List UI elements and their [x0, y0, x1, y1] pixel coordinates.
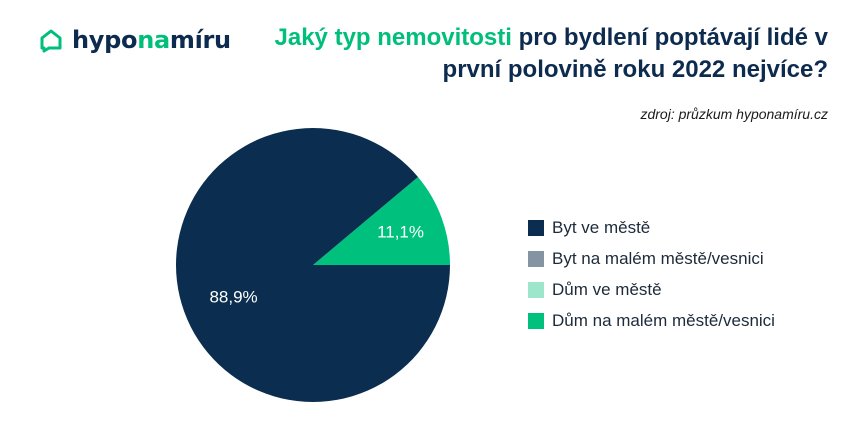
legend-swatch-0: [528, 219, 544, 236]
legend-swatch-1: [528, 250, 544, 267]
pie-slice-0: [176, 127, 450, 402]
legend-item-2: Dům ve městě: [528, 274, 775, 305]
chart-legend: Byt ve městě Byt na malém městě/vesnici Dů…: [528, 212, 775, 336]
logo-part-3: míru: [169, 26, 231, 54]
legend-item-1: Byt na malém městě/vesnici: [528, 243, 775, 274]
logo-part-2: na: [137, 26, 170, 54]
legend-swatch-2: [528, 281, 544, 298]
chart-title: Jaký typ nemovitosti pro bydlení poptáva…: [268, 22, 828, 86]
legend-label-1: Byt na malém městě/vesnici: [552, 248, 764, 268]
pie-slice-3: [313, 177, 450, 265]
chart-title-highlight: Jaký typ nemovitosti: [274, 24, 512, 51]
legend-label-2: Dům ve městě: [552, 279, 662, 299]
logo-part-1: hypo: [72, 26, 138, 54]
house-chat-icon: [40, 29, 62, 53]
legend-label-0: Byt ve městě: [552, 217, 651, 237]
legend-item-0: Byt ve městě: [528, 212, 775, 243]
logo-wordmark: hyponamíru: [72, 26, 231, 54]
legend-swatch-3: [528, 312, 544, 329]
pie-slice-label-3: 11,1%: [377, 223, 424, 242]
logo: hyponamíru: [38, 26, 231, 54]
pie-slice-label-0: 88,9%: [209, 287, 257, 306]
chart-source: zdroj: průzkum hyponamíru.cz: [640, 106, 828, 122]
legend-item-3: Dům na malém městě/vesnici: [528, 305, 775, 336]
pie-chart: 11,1% 88,9%: [176, 127, 450, 402]
legend-label-3: Dům na malém městě/vesnici: [552, 310, 775, 330]
chart-title-rest: pro bydlení poptávají lidé v první polov…: [442, 24, 828, 83]
